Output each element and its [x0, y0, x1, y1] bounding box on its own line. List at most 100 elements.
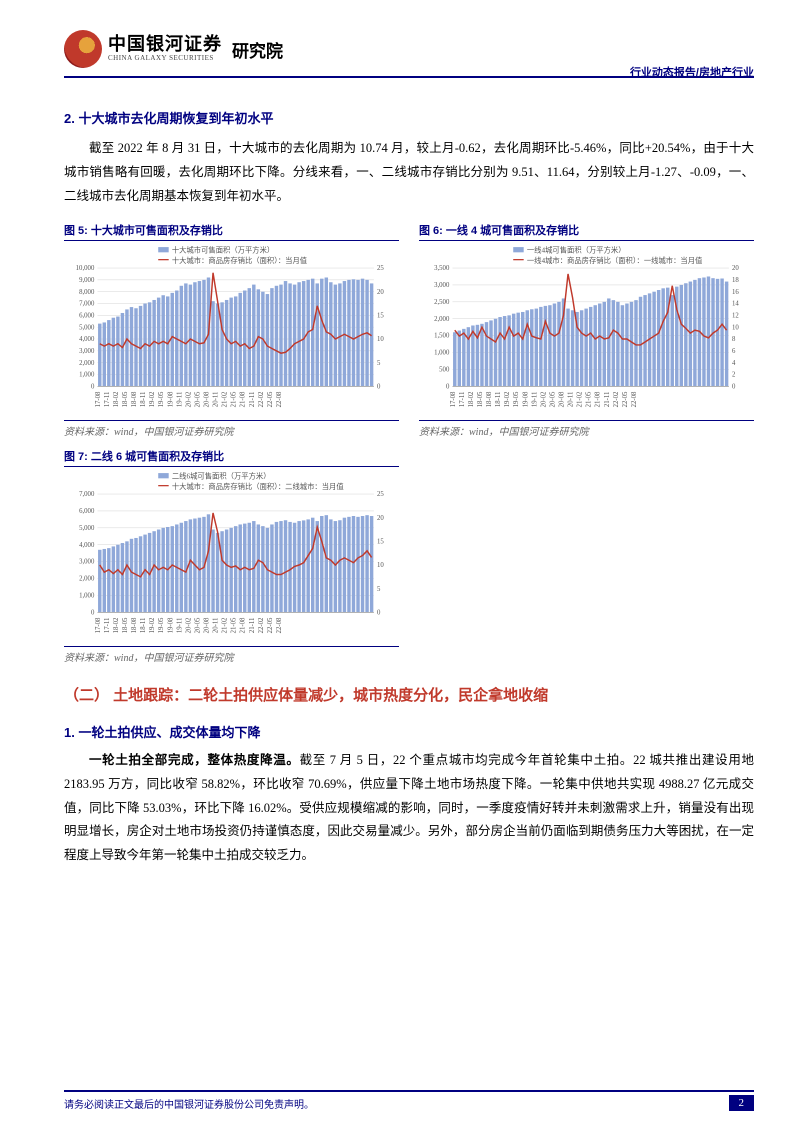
- svg-text:0: 0: [377, 609, 381, 616]
- svg-text:20-11: 20-11: [213, 392, 220, 408]
- chart7-block: 图 7: 二线 6 城可售面积及存销比 二线6城可售面积（万平方米）十大城市：商…: [64, 448, 399, 664]
- svg-text:3,000: 3,000: [79, 348, 95, 355]
- svg-text:14: 14: [732, 301, 739, 308]
- svg-text:7,000: 7,000: [79, 491, 95, 498]
- svg-text:1,000: 1,000: [434, 350, 450, 357]
- svg-text:8,000: 8,000: [79, 289, 95, 296]
- svg-text:21-05: 21-05: [231, 617, 238, 633]
- chart7-title: 图 7: 二线 6 城可售面积及存销比: [64, 448, 399, 467]
- svg-text:20-05: 20-05: [194, 391, 201, 407]
- svg-text:25: 25: [377, 265, 384, 272]
- svg-text:18-08: 18-08: [486, 391, 493, 407]
- svg-text:21-05: 21-05: [586, 391, 593, 407]
- svg-text:20-11: 20-11: [568, 392, 575, 408]
- svg-text:20-11: 20-11: [213, 618, 220, 634]
- svg-text:22-08: 22-08: [276, 617, 283, 633]
- page-footer: 请务必阅读正文最后的中国银河证券股份公司免责声明。 2: [64, 1090, 754, 1111]
- svg-text:10: 10: [377, 562, 384, 569]
- svg-text:0: 0: [377, 384, 381, 391]
- svg-text:17-08: 17-08: [95, 391, 102, 407]
- svg-text:17-11: 17-11: [459, 392, 466, 408]
- svg-text:5: 5: [377, 586, 381, 593]
- svg-text:20: 20: [377, 515, 384, 522]
- svg-text:20-02: 20-02: [540, 391, 547, 407]
- svg-text:19-05: 19-05: [158, 391, 165, 407]
- svg-text:21-08: 21-08: [240, 617, 247, 633]
- svg-text:17-11: 17-11: [104, 392, 111, 408]
- svg-text:20-05: 20-05: [549, 391, 556, 407]
- svg-text:19-11: 19-11: [176, 392, 183, 408]
- svg-text:2,000: 2,000: [79, 576, 95, 583]
- disclaimer-text: 请务必阅读正文最后的中国银河证券股份公司免责声明。: [64, 1096, 314, 1111]
- svg-text:20: 20: [377, 289, 384, 296]
- svg-text:21-11: 21-11: [249, 392, 256, 408]
- svg-text:19-05: 19-05: [513, 391, 520, 407]
- svg-text:21-11: 21-11: [604, 392, 611, 408]
- svg-text:19-05: 19-05: [158, 617, 165, 633]
- svg-text:3,000: 3,000: [79, 559, 95, 566]
- section2-heading: （二） 土地跟踪：二轮土拍供应体量减少，城市热度分化，民企拿地收缩: [64, 682, 754, 711]
- svg-text:20-02: 20-02: [185, 391, 192, 407]
- svg-text:1,000: 1,000: [79, 372, 95, 379]
- section2-body: 截至 7 月 5 日，22 个重点城市均完成今年首轮集中土拍。22 城共推出建设…: [64, 753, 754, 862]
- svg-text:22-08: 22-08: [276, 391, 283, 407]
- svg-text:一线4城可售面积（万平方米）: 一线4城可售面积（万平方米）: [527, 246, 626, 255]
- svg-text:21-02: 21-02: [222, 391, 229, 407]
- svg-text:21-08: 21-08: [240, 391, 247, 407]
- svg-text:2,000: 2,000: [434, 316, 450, 323]
- chart5-source: 资料来源：wind，中国银河证券研究院: [64, 420, 399, 438]
- svg-text:1,500: 1,500: [434, 333, 450, 340]
- chart7-svg: 二线6城可售面积（万平方米）十大城市：商品房存销比（面积）：二线城市：当月值01…: [64, 471, 399, 644]
- svg-text:22-02: 22-02: [258, 391, 265, 407]
- chart6-source: 资料来源：wind，中国银河证券研究院: [419, 420, 754, 438]
- svg-text:20-08: 20-08: [559, 391, 566, 407]
- svg-text:2: 2: [732, 372, 736, 379]
- svg-text:5: 5: [377, 360, 381, 367]
- svg-text:3,000: 3,000: [434, 282, 450, 289]
- svg-text:22-02: 22-02: [613, 391, 620, 407]
- svg-text:十大城市：商品房存销比（面积）：二线城市：当月值: 十大城市：商品房存销比（面积）：二线城市：当月值: [172, 482, 344, 491]
- svg-text:22-05: 22-05: [622, 391, 629, 407]
- svg-text:19-11: 19-11: [531, 392, 538, 408]
- chart6-svg: 一线4城可售面积（万平方米）一线4城市：商品房存销比（面积）：一线城市：当月值0…: [419, 245, 754, 418]
- svg-text:9,000: 9,000: [79, 277, 95, 284]
- svg-text:18-05: 18-05: [122, 617, 129, 633]
- svg-text:5,000: 5,000: [79, 325, 95, 332]
- svg-text:25: 25: [377, 491, 384, 498]
- svg-text:2,500: 2,500: [434, 299, 450, 306]
- svg-text:15: 15: [377, 313, 384, 320]
- svg-text:10: 10: [377, 336, 384, 343]
- svg-text:8: 8: [732, 336, 736, 343]
- svg-text:22-05: 22-05: [267, 617, 274, 633]
- svg-text:19-08: 19-08: [167, 391, 174, 407]
- svg-text:16: 16: [732, 289, 739, 296]
- svg-text:20-02: 20-02: [185, 617, 192, 633]
- svg-text:22-02: 22-02: [258, 617, 265, 633]
- svg-text:5,000: 5,000: [79, 525, 95, 532]
- chart5-block: 图 5: 十大城市可售面积及存销比 十大城市可售面积（万平方米）十大城市：商品房…: [64, 222, 399, 438]
- svg-text:21-08: 21-08: [595, 391, 602, 407]
- svg-text:18-11: 18-11: [140, 618, 147, 634]
- svg-text:0: 0: [446, 384, 450, 391]
- svg-text:2,000: 2,000: [79, 360, 95, 367]
- logo-cn-text: 中国银河证券: [108, 35, 222, 55]
- svg-text:6,000: 6,000: [79, 508, 95, 515]
- svg-text:18-05: 18-05: [122, 391, 129, 407]
- svg-text:21-11: 21-11: [249, 618, 256, 634]
- svg-text:0: 0: [91, 384, 95, 391]
- svg-text:22-05: 22-05: [267, 391, 274, 407]
- svg-text:10: 10: [732, 325, 739, 332]
- svg-text:18-08: 18-08: [131, 391, 138, 407]
- svg-text:17-08: 17-08: [95, 617, 102, 633]
- svg-text:20-08: 20-08: [204, 617, 211, 633]
- svg-text:19-02: 19-02: [149, 617, 156, 633]
- chart5-svg: 十大城市可售面积（万平方米）十大城市：商品房存销比（面积）：当月值01,0002…: [64, 245, 399, 418]
- section1-para: 截至 2022 年 8 月 31 日，十大城市的去化周期为 10.74 月，较上…: [64, 137, 754, 208]
- section2-lead: 一轮土拍全部完成，整体热度降温。: [89, 753, 300, 767]
- svg-text:0: 0: [91, 609, 95, 616]
- svg-text:7,000: 7,000: [79, 301, 95, 308]
- svg-text:18-02: 18-02: [113, 617, 120, 633]
- svg-text:500: 500: [439, 367, 450, 374]
- svg-text:18-05: 18-05: [477, 391, 484, 407]
- svg-text:6,000: 6,000: [79, 313, 95, 320]
